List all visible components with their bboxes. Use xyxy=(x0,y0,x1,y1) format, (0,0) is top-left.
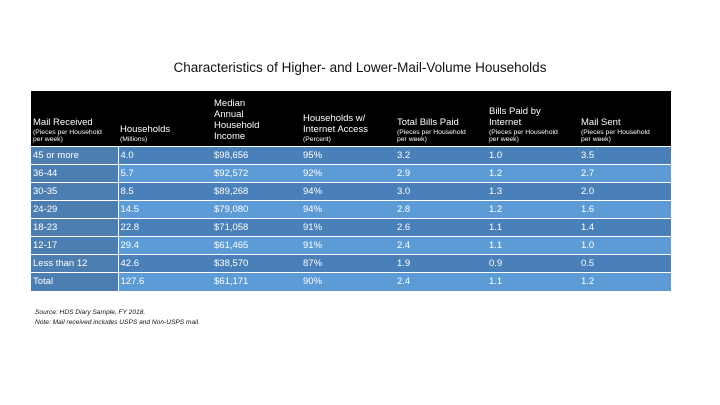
header-unit: (Pieces per Household per week) xyxy=(489,128,558,144)
table-cell: 3.2 xyxy=(395,145,487,165)
table-cell: $98,656 xyxy=(212,145,301,165)
table-cell: $71,058 xyxy=(212,217,301,237)
header-label: Mail Sent xyxy=(581,116,621,128)
table-header-row: Mail Received (Pieces per Household per w… xyxy=(31,91,671,146)
table-cell: 87% xyxy=(301,254,395,273)
table-cell: $92,572 xyxy=(212,163,301,183)
table-cell: 1.2 xyxy=(487,163,579,183)
header-unit: (Pieces per Household per week) xyxy=(581,128,650,144)
table-row: 18-23 22.8 $71,058 91% 2.6 1.1 1.4 xyxy=(31,217,671,237)
header-label: Bills Paid by Internet xyxy=(489,105,541,128)
header-mail-sent: Mail Sent (Pieces per Household per week) xyxy=(579,91,671,146)
table-cell: 12-17 xyxy=(31,235,119,255)
slide-title: Characteristics of Higher- and Lower-Mai… xyxy=(173,60,547,75)
table-cell: Less than 12 xyxy=(31,254,119,273)
header-unit: (Pieces per Household per week) xyxy=(397,128,466,144)
table-cell: 1.2 xyxy=(579,272,671,291)
footnotes: Source: HDS Diary Sample, FY 2018. Note:… xyxy=(35,308,200,328)
table-cell: 2.8 xyxy=(395,199,487,219)
table-row: 30-35 8.5 $89,268 94% 3.0 1.3 2.0 xyxy=(31,181,671,201)
table-cell: 29.4 xyxy=(118,235,212,255)
table-cell: 4.0 xyxy=(118,145,212,165)
table-cell: 3.5 xyxy=(579,145,671,165)
table-cell: 94% xyxy=(301,181,395,201)
header-bills-paid-internet: Bills Paid by Internet (Pieces per Househ… xyxy=(487,91,579,146)
header-households: Households (Millions) xyxy=(118,91,212,146)
table-cell: 0.9 xyxy=(487,254,579,273)
header-internet-access: Households w/ Internet Access (Percent) xyxy=(301,91,395,146)
header-label: Mail Received xyxy=(33,116,93,128)
header-label: Households xyxy=(120,124,171,135)
table-row: 12-17 29.4 $61,465 91% 2.4 1.1 1.0 xyxy=(31,235,671,255)
table-cell: 18-23 xyxy=(31,217,119,237)
table-cell: 90% xyxy=(301,272,395,291)
table-cell: $38,570 xyxy=(212,254,301,273)
table-cell: 1.1 xyxy=(487,272,579,291)
table-cell: 2.7 xyxy=(579,163,671,183)
header-median-income: Median Annual Household Income xyxy=(212,91,301,146)
table-cell: 1.2 xyxy=(487,199,579,219)
table-cell: 36-44 xyxy=(31,163,119,183)
table-cell: 42.6 xyxy=(118,254,212,273)
table-cell: 1.6 xyxy=(579,199,671,219)
header-unit: (Pieces per Household per week) xyxy=(33,128,102,144)
table-row: 24-29 14.5 $79,080 94% 2.8 1.2 1.6 xyxy=(31,199,671,219)
table-cell: 1.0 xyxy=(487,145,579,165)
table-row: 36-44 5.7 $92,572 92% 2.9 1.2 2.7 xyxy=(31,163,671,183)
table-cell: 2.4 xyxy=(395,272,487,291)
table-cell: 22.8 xyxy=(118,217,212,237)
header-mail-received: Mail Received (Pieces per Household per w… xyxy=(31,91,118,146)
table-cell: 2.0 xyxy=(579,181,671,201)
data-table: Mail Received (Pieces per Household per w… xyxy=(31,91,671,291)
table-cell: 5.7 xyxy=(118,163,212,183)
table-cell: 2.9 xyxy=(395,163,487,183)
table-cell: $61,465 xyxy=(212,235,301,255)
table-row-total: Total 127.6 $61,171 90% 2.4 1.1 1.2 xyxy=(31,272,671,291)
header-label: Median Annual Household Income xyxy=(214,97,260,142)
table-cell: 30-35 xyxy=(31,181,119,201)
table-cell: 94% xyxy=(301,199,395,219)
table-cell: 8.5 xyxy=(118,181,212,201)
table-row: Less than 12 42.6 $38,570 87% 1.9 0.9 0.5 xyxy=(31,254,671,273)
table-cell: 1.1 xyxy=(487,217,579,237)
table-cell: 1.3 xyxy=(487,181,579,201)
table-cell: 1.0 xyxy=(579,235,671,255)
header-label: Total Bills Paid xyxy=(397,116,459,128)
table-cell: 92% xyxy=(301,163,395,183)
table-cell: 2.6 xyxy=(395,217,487,237)
table-cell: 45 or more xyxy=(31,145,119,165)
table-row: 45 or more 4.0 $98,656 95% 3.2 1.0 3.5 xyxy=(31,145,671,165)
table-cell: $79,080 xyxy=(212,199,301,219)
table-cell: 95% xyxy=(301,145,395,165)
table-cell: 2.4 xyxy=(395,235,487,255)
header-total-bills-paid: Total Bills Paid (Pieces per Household pe… xyxy=(395,91,487,146)
table-cell: 24-29 xyxy=(31,199,119,219)
table-cell: $89,268 xyxy=(212,181,301,201)
source-note: Source: HDS Diary Sample, FY 2018. xyxy=(35,309,146,316)
table-cell: 1.1 xyxy=(487,235,579,255)
header-label: Households w/ Internet Access xyxy=(303,113,368,135)
table-cell: 91% xyxy=(301,235,395,255)
header-unit: (Millions) xyxy=(120,136,148,143)
table-cell: 1.9 xyxy=(395,254,487,273)
table-cell: 91% xyxy=(301,217,395,237)
table-cell: 3.0 xyxy=(395,181,487,201)
table-cell: 14.5 xyxy=(118,199,212,219)
table-cell: 1.4 xyxy=(579,217,671,237)
mail-note: Note: Mail received includes USPS and No… xyxy=(35,319,200,326)
table-cell: Total xyxy=(31,272,119,291)
header-unit: (Percent) xyxy=(303,136,331,143)
table-cell: 127.6 xyxy=(118,272,212,291)
table-cell: 0.5 xyxy=(579,254,671,273)
table-cell: $61,171 xyxy=(212,272,301,291)
